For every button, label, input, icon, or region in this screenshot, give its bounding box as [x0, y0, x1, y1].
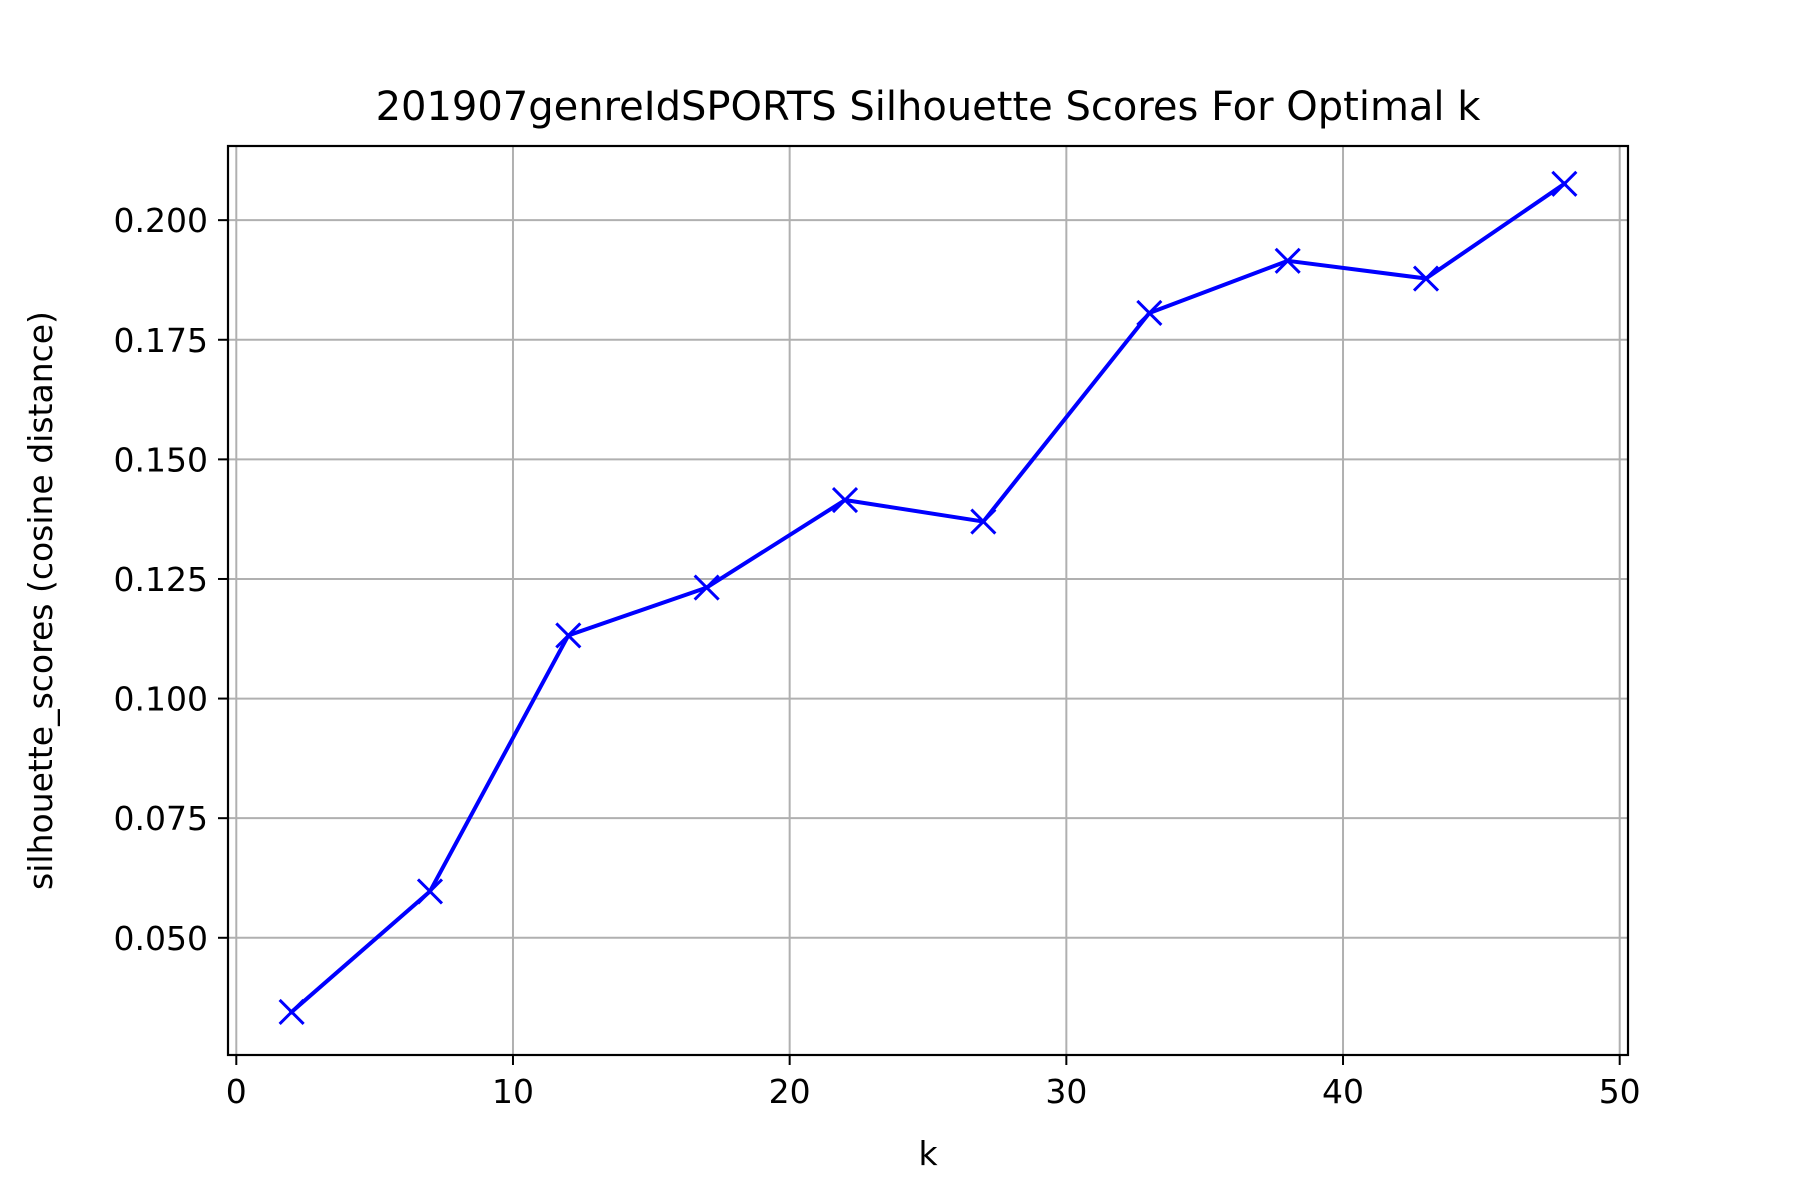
data-point-marker — [555, 622, 582, 649]
series-layer — [278, 170, 1578, 1026]
y-tick-label: 0.200 — [114, 201, 208, 240]
data-point-marker — [693, 574, 720, 601]
marker-stroke — [970, 508, 997, 535]
marker-stroke — [1136, 299, 1163, 327]
ticks: 0 10 20 30 40 50 0.050 0.075 0.100 0.125 0.150 0.17… — [114, 201, 1641, 1111]
y-tick-label: 0.125 — [114, 560, 208, 599]
series-line — [288, 181, 1568, 1015]
x-tick-label: 0 — [226, 1072, 247, 1111]
x-axis-label: k — [918, 1134, 938, 1173]
data-point-marker — [831, 486, 859, 514]
x-tick-label: 20 — [769, 1072, 811, 1111]
y-tick-label: 0.150 — [114, 440, 208, 479]
marker-stroke — [278, 998, 305, 1026]
data-point-marker — [1274, 247, 1301, 274]
marker-stroke — [1412, 265, 1440, 292]
chart-title: 201907genreIdSPORTS Silhouette Scores Fo… — [376, 84, 1482, 130]
x-tick-label: 10 — [492, 1072, 534, 1111]
axes-frame — [226, 144, 1630, 1057]
data-point-marker — [1136, 299, 1163, 327]
x-tick-label: 50 — [1599, 1072, 1641, 1111]
marker-stroke — [693, 574, 720, 601]
grid — [228, 146, 1628, 1055]
y-tick-label: 0.075 — [114, 799, 208, 838]
y-tick-label: 0.050 — [114, 919, 208, 958]
data-point-marker — [1551, 170, 1578, 197]
marker-stroke — [831, 486, 859, 514]
data-point-marker — [278, 998, 305, 1026]
x-tick-label: 40 — [1322, 1072, 1364, 1111]
data-point-marker — [970, 508, 997, 535]
marker-stroke — [1274, 247, 1301, 274]
data-point-marker — [416, 878, 444, 905]
data-point-marker — [1412, 265, 1440, 292]
marker-stroke — [416, 878, 444, 905]
y-axis-label: silhouette_scores (cosine distance) — [21, 311, 60, 890]
x-tick-label: 30 — [1045, 1072, 1087, 1111]
marker-stroke — [555, 622, 582, 649]
y-tick-label: 0.100 — [114, 680, 208, 719]
marker-stroke — [1551, 170, 1578, 197]
y-tick-label: 0.175 — [114, 321, 208, 360]
